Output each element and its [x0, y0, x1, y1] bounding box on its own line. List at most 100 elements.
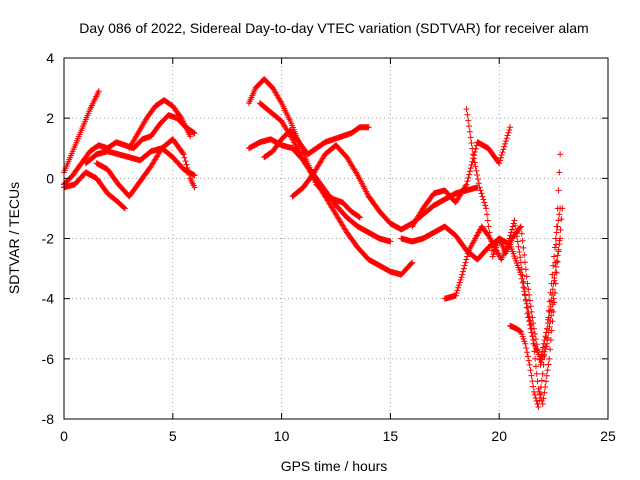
data-point — [522, 266, 529, 273]
data-point — [184, 165, 191, 172]
data-point — [550, 295, 557, 302]
x-tick-label: 25 — [600, 428, 616, 444]
x-tick-label: 0 — [60, 428, 68, 444]
data-point — [455, 284, 462, 291]
data-point — [179, 150, 186, 157]
data-point — [523, 304, 530, 311]
data-point — [552, 259, 559, 266]
data-point — [531, 348, 538, 355]
data-point — [533, 370, 540, 377]
data-point — [531, 391, 538, 398]
data-point — [408, 260, 415, 267]
x-tick-label: 20 — [491, 428, 507, 444]
data-point — [477, 187, 484, 194]
data-point — [532, 355, 539, 362]
data-point — [529, 378, 536, 385]
data-point — [548, 312, 555, 319]
data-point — [539, 370, 546, 377]
data-point — [498, 151, 505, 158]
data-point — [520, 284, 527, 291]
data-point — [353, 170, 360, 177]
data-point — [521, 285, 528, 292]
x-tick-label: 5 — [169, 428, 177, 444]
chart-title: Day 086 of 2022, Sidereal Day-to-day VTE… — [79, 20, 588, 36]
y-tick-label: -8 — [42, 411, 55, 427]
data-point — [541, 352, 548, 359]
data-point — [463, 256, 470, 263]
data-point — [463, 181, 470, 188]
x-tick-label: 15 — [383, 428, 399, 444]
data-point — [515, 243, 522, 250]
data-point — [554, 252, 561, 259]
data-point — [177, 113, 184, 120]
data-point — [502, 138, 509, 145]
data-point — [462, 182, 469, 189]
data-point — [508, 229, 515, 236]
data-point — [505, 129, 512, 136]
data-point — [539, 353, 546, 360]
data-point — [535, 403, 542, 410]
data-point — [529, 314, 536, 321]
data-point — [526, 361, 533, 368]
data-point — [528, 308, 535, 315]
data-point — [538, 377, 545, 384]
data-point — [539, 400, 546, 407]
data-point — [526, 291, 533, 298]
data-point — [462, 259, 469, 266]
data-point — [535, 351, 542, 358]
data-point — [183, 161, 190, 168]
data-point — [120, 204, 127, 211]
data-point — [524, 304, 531, 311]
data-point — [487, 235, 494, 242]
data-point — [534, 346, 541, 353]
data-point — [472, 163, 479, 170]
data-point — [387, 238, 394, 245]
data-point — [524, 353, 531, 360]
data-points — [61, 76, 566, 410]
data-point — [549, 301, 556, 308]
data-point — [507, 124, 514, 131]
data-point — [548, 280, 555, 287]
data-point — [557, 226, 564, 233]
data-point — [464, 253, 471, 260]
data-point — [479, 193, 486, 200]
data-point — [553, 263, 560, 270]
data-point — [356, 213, 363, 220]
data-point — [469, 145, 476, 152]
data-point — [191, 172, 198, 179]
data-point — [530, 320, 537, 327]
data-point — [519, 279, 526, 286]
data-point — [536, 397, 543, 404]
data-point — [502, 140, 509, 147]
data-point — [464, 111, 471, 118]
data-point — [534, 378, 541, 385]
data-point — [553, 269, 560, 276]
data-point — [468, 139, 475, 146]
data-point — [499, 149, 506, 156]
y-tick-label: 2 — [46, 110, 54, 126]
data-point — [476, 184, 483, 191]
data-point — [542, 378, 549, 385]
data-point — [452, 292, 459, 299]
data-point — [517, 254, 524, 261]
data-point — [546, 355, 553, 362]
data-point — [483, 205, 490, 212]
data-point — [531, 330, 538, 337]
y-tick-label: 4 — [46, 50, 54, 66]
y-tick-label: -6 — [42, 351, 55, 367]
data-point — [556, 211, 563, 218]
x-tick-label: 10 — [274, 428, 290, 444]
data-point — [528, 329, 535, 336]
data-point — [504, 132, 511, 139]
data-point — [480, 196, 487, 203]
data-point — [557, 205, 564, 212]
data-point — [544, 340, 551, 347]
x-axis-ticks: 0 5 10 15 20 25 — [60, 58, 616, 444]
y-tick-label: -2 — [42, 231, 55, 247]
data-point — [527, 303, 534, 310]
data-point — [185, 168, 192, 175]
data-point — [551, 244, 558, 251]
data-point — [520, 244, 527, 251]
data-point — [524, 280, 531, 287]
